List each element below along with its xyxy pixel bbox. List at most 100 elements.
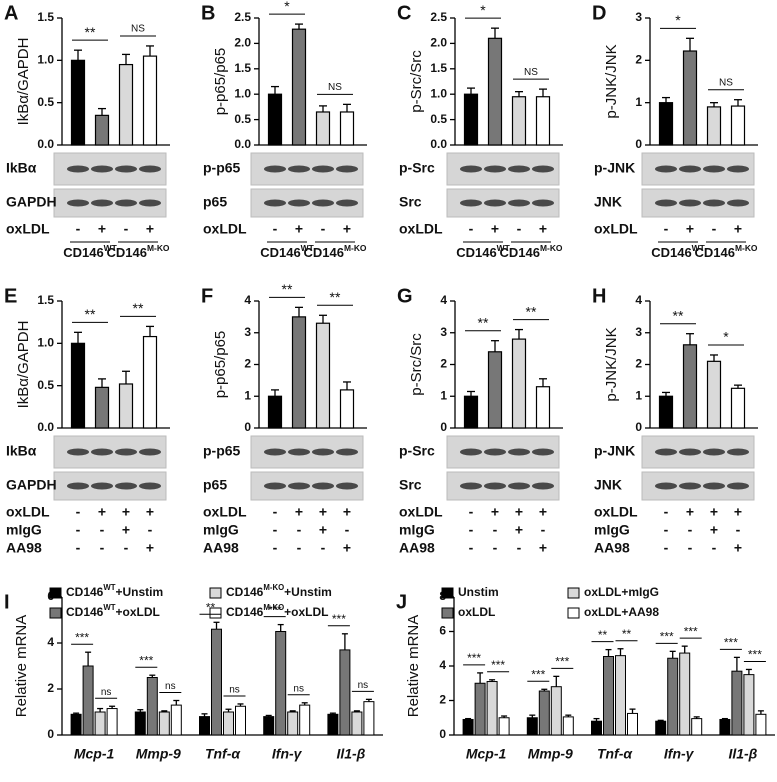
bar xyxy=(142,335,158,429)
y-tick-label: 3 xyxy=(635,325,642,339)
condition-sign: - xyxy=(297,522,302,538)
y-tick-label: 2.0 xyxy=(234,36,251,50)
significance-label: ** xyxy=(206,600,216,614)
significance-label: *** xyxy=(491,658,505,672)
legend-label-base: CD146 xyxy=(66,585,104,599)
blot-label: GAPDH xyxy=(6,194,57,210)
bar xyxy=(287,711,299,736)
bar xyxy=(535,96,551,146)
blot-band xyxy=(484,482,506,490)
significance-label: ns xyxy=(293,683,304,694)
significance-label: ** xyxy=(673,307,684,323)
significance-label: *** xyxy=(139,653,153,667)
blot-band xyxy=(312,482,334,490)
bar xyxy=(223,711,234,736)
bar xyxy=(731,670,743,736)
significance-label: *** xyxy=(660,630,674,644)
significance-label: *** xyxy=(332,612,346,626)
blot-band xyxy=(460,165,482,173)
blot-band xyxy=(264,165,286,173)
y-tick-label: 2 xyxy=(635,357,642,371)
condition-sign: + xyxy=(146,540,154,556)
blot-band xyxy=(703,448,725,456)
blot-band xyxy=(727,165,749,173)
condition-label: AA98 xyxy=(594,540,630,556)
blot-band xyxy=(91,448,113,456)
y-tick-label: 1.5 xyxy=(430,61,447,75)
blot-band xyxy=(115,448,137,456)
panel-letter: B xyxy=(201,2,215,24)
bar xyxy=(211,628,222,736)
blot-label: p-Src xyxy=(399,443,435,459)
condition-label: oxLDL xyxy=(594,504,638,520)
panel-letter: G xyxy=(397,285,413,307)
condition-sign: - xyxy=(469,540,474,556)
y-tick-label: 2.0 xyxy=(430,36,447,50)
y-axis-label: IkBα/GAPDH xyxy=(15,321,32,409)
y-tick-label: 0.0 xyxy=(37,137,54,151)
group-label: CD146M-KO xyxy=(500,243,563,260)
bar xyxy=(679,652,691,736)
condition-sign: + xyxy=(515,504,523,520)
condition-label: oxLDL xyxy=(203,504,247,520)
blot-band xyxy=(312,448,334,456)
significance-label: ** xyxy=(622,627,632,641)
y-tick-label: 4 xyxy=(244,293,251,307)
condition-sign: - xyxy=(100,540,105,556)
bar xyxy=(118,383,134,429)
y-axis-label: p-p65/p65 xyxy=(212,48,229,116)
y-tick-label: 4 xyxy=(440,293,447,307)
blot-label: p65 xyxy=(203,477,227,493)
bar xyxy=(158,711,170,736)
y-tick-label: 0 xyxy=(439,727,446,741)
condition-sign: + xyxy=(295,504,303,520)
condition-sign: - xyxy=(273,522,278,538)
bar xyxy=(315,322,331,429)
condition-label: mIgG xyxy=(6,522,42,538)
blot-band xyxy=(679,199,701,207)
legend-label-tail: +Unstim xyxy=(115,585,163,599)
significance-label: *** xyxy=(531,667,545,681)
group-label-sup: M-KO xyxy=(735,243,758,253)
panel-letter: I xyxy=(4,591,10,613)
group-label-sup: M-KO xyxy=(147,243,170,253)
significance-label: ** xyxy=(598,628,608,642)
group-label-sup: WT xyxy=(497,243,511,253)
condition-label: mIgG xyxy=(399,522,435,538)
group-label-base: CD146 xyxy=(456,245,496,260)
condition-label: oxLDL xyxy=(6,504,50,520)
legend-swatch xyxy=(567,587,580,599)
condition-label: oxLDL xyxy=(6,221,50,237)
blot-band xyxy=(727,482,749,490)
condition-sign: + xyxy=(491,504,499,520)
blot-band xyxy=(460,448,482,456)
y-tick-label: 1.0 xyxy=(37,53,54,67)
blot-label: JNK xyxy=(594,194,622,210)
bar xyxy=(82,665,94,736)
condition-label: mIgG xyxy=(203,522,239,538)
bar xyxy=(94,386,110,429)
group-label: CD146WT xyxy=(63,243,117,260)
blot-band xyxy=(67,199,89,207)
y-axis-label: p-JNK/JNK xyxy=(603,44,620,118)
bar xyxy=(142,55,158,146)
y-tick-label: 0 xyxy=(440,420,447,434)
significance-label: ** xyxy=(330,289,341,305)
blot-band xyxy=(115,482,137,490)
bar xyxy=(363,701,375,736)
blot-band xyxy=(679,448,701,456)
x-tick-label: Mmp-9 xyxy=(136,746,181,762)
bar xyxy=(263,716,275,736)
condition-sign: - xyxy=(469,522,474,538)
y-tick-label: 1.5 xyxy=(37,10,54,24)
significance-label: *** xyxy=(268,603,282,617)
y-tick-label: 0.0 xyxy=(430,137,447,151)
condition-sign: - xyxy=(469,221,474,237)
x-tick-label: Tnf-α xyxy=(597,746,633,762)
panel-letter: C xyxy=(397,2,411,24)
bar xyxy=(730,387,746,429)
blot-band xyxy=(288,482,310,490)
condition-label: oxLDL xyxy=(399,504,443,520)
bar xyxy=(299,704,311,736)
y-tick-label: 0 xyxy=(47,727,54,741)
